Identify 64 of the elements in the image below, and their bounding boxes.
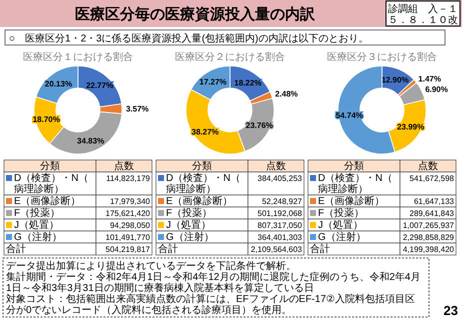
text: 分類 — [192, 160, 212, 172]
text: 対象コスト：包括範囲出来高実績点数の計算には、EFファイルのEF-17②入院料包括項目区分が0でないレコード（入院料に包括される診療項目）を使用。 — [6, 293, 415, 316]
text: 点数 — [418, 160, 438, 172]
data-label: 34.83% — [77, 136, 104, 146]
text: ○ 医療区分1・2・3に係る医療資源投入量(包括範囲内)の内訳は以下のとおり。 — [9, 32, 368, 44]
data-label: 23.76% — [246, 121, 273, 130]
legend-label: D（検査）・N（病理診断） — [318, 172, 392, 195]
text: 289,641,843 — [410, 209, 455, 218]
text: 合計 — [158, 243, 178, 255]
legend-label: G（注射） — [318, 231, 366, 243]
data-label: 17.27% — [199, 78, 227, 87]
text: 4,199,398,420 — [402, 245, 455, 254]
legend-label: G（注射） — [166, 231, 214, 243]
legend-label: J（処置） — [318, 219, 363, 231]
text: 合計 — [310, 243, 330, 255]
data-label: 1.47% — [418, 74, 441, 84]
data-label: 22.77% — [86, 81, 114, 90]
chart-title: 医療区分１における割合 — [23, 51, 133, 63]
text: 364,401,303 — [258, 233, 303, 242]
text: 17,979,340 — [110, 197, 151, 206]
legend-label: E（画像診断） — [14, 195, 81, 207]
legend-label: E（画像診断） — [318, 195, 385, 207]
text: 504,219,817 — [106, 245, 151, 254]
text: 集計期間・データ：令和2年4月1日～令和4年12月の期間に退院した症例のうち、令和2年4月1日～令和3年3月31日の期間に療養病棟入院基本料を算定している日 — [6, 271, 420, 294]
text: 1,007,265,937 — [402, 221, 455, 230]
legend-label: G（注射） — [14, 231, 62, 243]
text: 501,192,068 — [258, 209, 303, 218]
data-label: 2.48% — [275, 90, 298, 99]
text: 合計 — [6, 243, 26, 255]
data-label: 18.22% — [234, 78, 262, 88]
text: 384,405,253 — [258, 174, 303, 183]
legend-label: F（投薬） — [318, 207, 364, 219]
text: 94,298,050 — [110, 221, 151, 230]
text: 2,298,858,829 — [402, 233, 455, 242]
text: 61,647,133 — [414, 197, 455, 206]
text: 114,823,179 — [106, 174, 151, 183]
legend-label: E（画像診断） — [166, 195, 233, 207]
data-label: 3.57% — [126, 104, 149, 114]
data-label: 6.90% — [425, 85, 448, 94]
text: 点数 — [114, 160, 134, 172]
text: 541,672,598 — [410, 174, 455, 183]
text: 2,109,564,603 — [250, 245, 303, 254]
text: 52,248,927 — [262, 197, 303, 206]
text: 診調組 入－１ — [388, 3, 458, 15]
text: 23 — [444, 303, 458, 318]
chart-title: 医療区分２における割合 — [175, 51, 285, 63]
data-label: 20.13% — [44, 79, 72, 88]
chart-title: 医療区分３における割合 — [327, 51, 437, 63]
legend-label: D（検査）・N（病理診断） — [14, 172, 88, 195]
text: 分類 — [40, 160, 60, 172]
legend-label: D（検査）・N（病理診断） — [166, 172, 240, 195]
legend-label: J（処置） — [14, 219, 59, 231]
legend-label: J（処置） — [166, 219, 211, 231]
text: 分類 — [344, 160, 364, 172]
text: 175,621,420 — [106, 209, 151, 218]
text: 点数 — [266, 160, 286, 172]
text: データ提出加算により提出されているデータを下記条件で解析。 — [6, 260, 296, 272]
text: ５．８．１０改 — [388, 15, 458, 26]
page-title: 医療区分毎の医療資源投入量の内訳 — [75, 6, 315, 23]
data-label: 38.27% — [192, 128, 219, 137]
text: 807,317,050 — [258, 221, 303, 230]
legend-label: F（投薬） — [14, 207, 60, 219]
legend-label: F（投薬） — [166, 207, 212, 219]
text: 101,491,770 — [106, 233, 151, 242]
